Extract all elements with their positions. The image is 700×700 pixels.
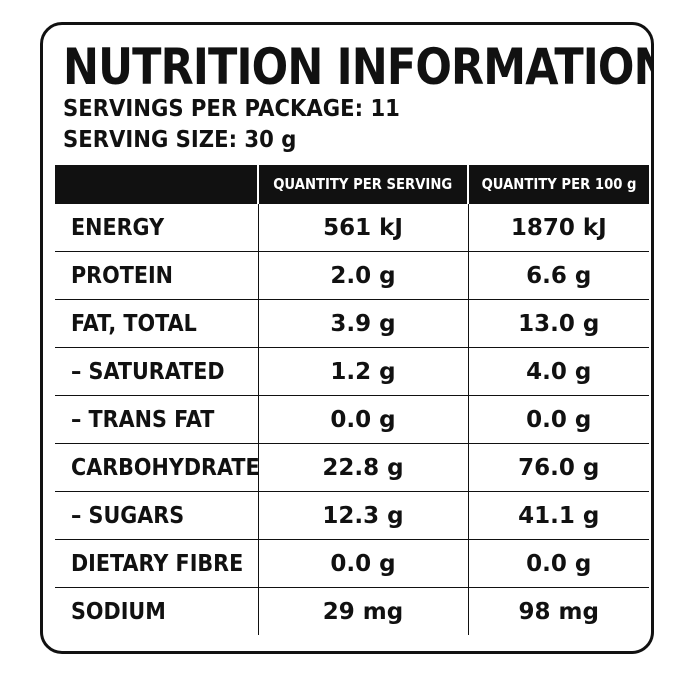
serving-size: SERVING SIZE: 30 g (63, 127, 297, 153)
per-100g-value: 0.0 g (467, 395, 649, 444)
nutrient-label: PROTEIN (55, 251, 259, 300)
per-100g-value: 0.0 g (467, 539, 649, 588)
table-header-row: QUANTITY PER SERVING QUANTITY PER 100 g (55, 165, 649, 204)
per-100g-value: 98 mg (467, 587, 649, 635)
per-serving-value: 12.3 g (257, 491, 469, 540)
per-100g-value: 6.6 g (467, 251, 649, 300)
per-serving-value: 22.8 g (257, 443, 469, 492)
table-row: – SATURATED 1.2 g 4.0 g (55, 347, 649, 396)
table-row: DIETARY FIBRE 0.0 g 0.0 g (55, 539, 649, 588)
per-100g-value: 1870 kJ (467, 203, 649, 252)
table-row: – TRANS FAT 0.0 g 0.0 g (55, 395, 649, 444)
nutrient-label: ENERGY (55, 203, 259, 252)
per-serving-value: 0.0 g (257, 539, 469, 588)
header-per-100g: QUANTITY PER 100 g (467, 165, 649, 204)
nutrition-table: QUANTITY PER SERVING QUANTITY PER 100 g … (55, 165, 649, 635)
table-row: – SUGARS 12.3 g 41.1 g (55, 491, 649, 540)
per-serving-value: 561 kJ (257, 203, 469, 252)
servings-per-package: SERVINGS PER PACKAGE: 11 (63, 96, 400, 122)
nutrient-label: CARBOHYDRATE (55, 443, 260, 492)
header-nutrient (55, 165, 258, 204)
per-100g-value: 76.0 g (467, 443, 649, 492)
per-serving-value: 1.2 g (257, 347, 469, 396)
per-serving-value: 3.9 g (257, 299, 469, 348)
per-100g-value: 4.0 g (467, 347, 649, 396)
nutrient-label: – SUGARS (55, 491, 259, 540)
table-row: SODIUM 29 mg 98 mg (55, 587, 649, 635)
nutrient-label: DIETARY FIBRE (55, 539, 259, 588)
per-100g-value: 41.1 g (467, 491, 649, 540)
table-row: CARBOHYDRATE 22.8 g 76.0 g (55, 443, 649, 492)
per-serving-value: 2.0 g (257, 251, 469, 300)
table-row: FAT, TOTAL 3.9 g 13.0 g (55, 299, 649, 348)
per-100g-value: 13.0 g (467, 299, 649, 348)
per-serving-value: 29 mg (257, 587, 469, 635)
per-serving-value: 0.0 g (257, 395, 469, 444)
nutrition-panel: NUTRITION INFORMATION SERVINGS PER PACKA… (40, 22, 654, 654)
table-row: PROTEIN 2.0 g 6.6 g (55, 251, 649, 300)
nutrient-label: – SATURATED (55, 347, 259, 396)
nutrient-label: SODIUM (55, 587, 259, 635)
header-per-serving: QUANTITY PER SERVING (257, 165, 468, 204)
panel-title: NUTRITION INFORMATION (63, 38, 654, 96)
nutrient-label: FAT, TOTAL (55, 299, 259, 348)
nutrient-label: – TRANS FAT (55, 395, 259, 444)
table-row: ENERGY 561 kJ 1870 kJ (55, 203, 649, 252)
